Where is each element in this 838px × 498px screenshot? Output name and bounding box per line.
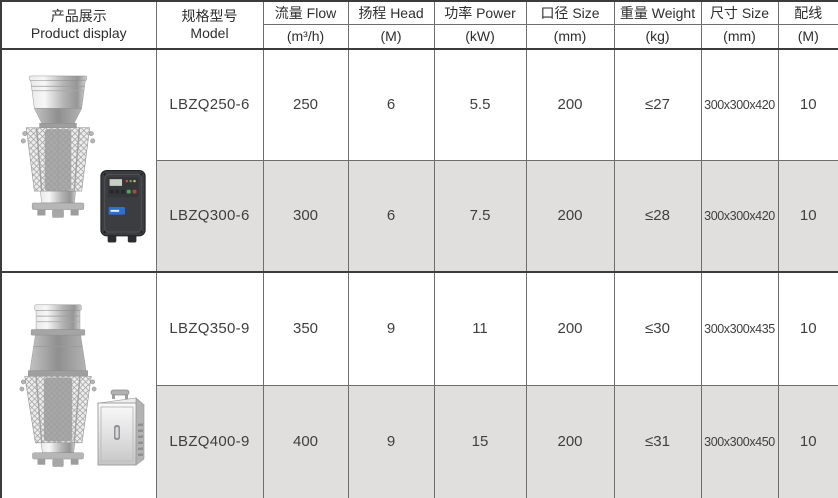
header-dimensions: 尺寸 Size (mm) <box>700 0 779 50</box>
header-port-size: 口径 Size (mm) <box>525 0 615 50</box>
cable-cell: 10 <box>777 48 838 161</box>
table-header-row: 产品展示 Product display 规格型号 Model 流量 Flow … <box>0 0 838 50</box>
cable-cell: 10 <box>777 384 838 498</box>
head-cell: 6 <box>347 48 435 161</box>
header-head-name: 扬程 Head <box>349 2 433 25</box>
header-cable: 配线 (M) <box>777 0 838 50</box>
header-power: 功率 Power (kW) <box>433 0 527 50</box>
dimensions-cell: 300x300x420 <box>700 159 779 273</box>
power-cell: 15 <box>433 384 527 498</box>
pump-illustration-1 <box>20 75 96 218</box>
cable-cell: 10 <box>777 271 838 386</box>
header-weight-name: 重量 Weight <box>615 2 700 25</box>
pump-control-box-stainless <box>97 389 145 466</box>
header-port-size-unit: (mm) <box>553 28 587 44</box>
model-cell: LBZQ250-6 <box>155 48 264 161</box>
model-cell: LBZQ300-6 <box>155 159 264 273</box>
header-product-display: 产品展示 Product display <box>0 0 157 50</box>
header-power-unit: (kW) <box>465 28 495 44</box>
header-power-name: 功率 Power <box>435 2 525 25</box>
dimensions-cell: 300x300x450 <box>700 384 779 498</box>
header-cable-unit: (M) <box>797 28 819 44</box>
header-weight-unit: (kg) <box>645 28 670 44</box>
table-row: LBZQ400-9 400 9 15 200 ≤31 300x300x450 1… <box>1 384 838 498</box>
flow-cell: 400 <box>262 384 349 498</box>
power-cell: 11 <box>433 271 527 386</box>
size-cell: 200 <box>525 159 615 273</box>
dimensions-cell: 300x300x420 <box>700 48 779 161</box>
model-cell: LBZQ400-9 <box>155 384 264 498</box>
pump-illustration-2 <box>19 304 97 467</box>
header-product-display-en: Product display <box>30 25 127 41</box>
header-head-unit: (M) <box>380 28 402 44</box>
header-cable-name: 配线 <box>779 2 838 25</box>
header-model-cn: 规格型号 <box>181 8 238 24</box>
header-model: 规格型号 Model <box>155 0 264 50</box>
table-row: LBZQ300-6 300 6 7.5 200 ≤28 300x300x420 … <box>1 159 838 273</box>
product-image-cell-1 <box>0 48 157 273</box>
flow-cell: 350 <box>262 271 349 386</box>
header-weight: 重量 Weight (kg) <box>613 0 702 50</box>
dimensions-cell: 300x300x435 <box>700 271 779 386</box>
header-flow: 流量 Flow (m³/h) <box>262 0 349 50</box>
head-cell: 6 <box>347 159 435 273</box>
header-flow-name: 流量 Flow <box>264 2 347 25</box>
product-image-2 <box>2 274 155 498</box>
weight-cell: ≤30 <box>613 271 702 386</box>
power-cell: 5.5 <box>433 48 527 161</box>
header-dimensions-unit: (mm) <box>723 28 756 44</box>
pump-controller-box-dark <box>100 169 146 243</box>
weight-cell: ≤28 <box>613 159 702 273</box>
header-dimensions-name: 尺寸 Size <box>702 2 777 25</box>
product-image-cell-2 <box>0 271 157 498</box>
header-model-en: Model <box>190 25 229 41</box>
product-image-1 <box>2 50 155 271</box>
weight-cell: ≤31 <box>613 384 702 498</box>
table-row: LBZQ250-6 250 6 5.5 200 ≤27 300x300x420 … <box>0 48 838 273</box>
header-port-size-name: 口径 Size <box>527 2 613 25</box>
size-cell: 200 <box>525 48 615 161</box>
header-head: 扬程 Head (M) <box>347 0 435 50</box>
flow-cell: 300 <box>262 159 349 273</box>
head-cell: 9 <box>347 271 435 386</box>
cable-cell: 10 <box>777 159 838 273</box>
model-cell: LBZQ350-9 <box>155 271 264 386</box>
power-cell: 7.5 <box>433 159 527 273</box>
header-product-display-cn: 产品展示 <box>50 8 107 24</box>
head-cell: 9 <box>347 384 435 498</box>
header-flow-unit: (m³/h) <box>286 28 325 44</box>
weight-cell: ≤27 <box>613 48 702 161</box>
size-cell: 200 <box>525 271 615 386</box>
size-cell: 200 <box>525 384 615 498</box>
table-row: LBZQ350-9 350 9 11 200 ≤30 300x300x435 1… <box>0 271 838 498</box>
flow-cell: 250 <box>262 48 349 161</box>
